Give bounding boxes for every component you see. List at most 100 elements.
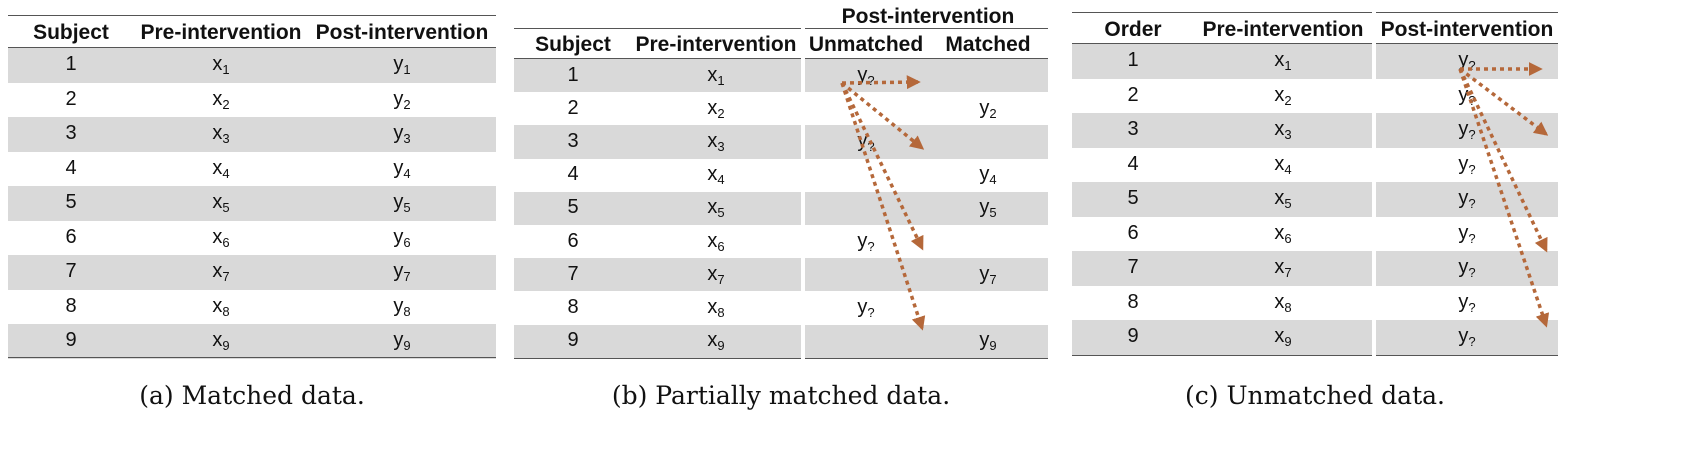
panel-c-header-3: Post-intervention — [1380, 18, 1554, 41]
panel-a-pre-base: x — [212, 225, 223, 248]
panel-a-post-subscript: 5 — [403, 200, 411, 216]
panel-a-pre-subscript: 7 — [222, 269, 230, 285]
panel-a-pre: x1 — [191, 54, 251, 76]
panel-b-unmatched: y? — [836, 297, 896, 319]
panel-b-top-rule — [514, 28, 801, 29]
panel-b-pre: x2 — [686, 98, 746, 120]
panel-a-pre-base: x — [212, 122, 223, 145]
panel-a-subject: 9 — [65, 329, 77, 352]
panel-b-matched: y5 — [958, 197, 1018, 219]
panel-a-subject: 7 — [65, 260, 77, 283]
panel-a-post-subscript: 1 — [403, 62, 411, 78]
panel-b-row-band-right — [805, 324, 1048, 358]
panel-b-pre-subscript: 8 — [717, 305, 725, 320]
panel-b-pre-subscript: 6 — [717, 238, 725, 254]
panel-a-post-base: y — [393, 225, 404, 248]
panel-a-row-band — [8, 324, 496, 359]
panel-a-pre: x2 — [191, 89, 251, 111]
panel-a-bottom-rule — [8, 357, 496, 358]
panel-c-post: y? — [1437, 326, 1497, 348]
panel-a-pre: x3 — [191, 123, 251, 145]
panel-b-matched-subscript: 2 — [989, 105, 997, 121]
panel-a-pre: x6 — [191, 227, 251, 249]
panel-c-header-2: Pre-intervention — [1202, 18, 1364, 41]
panel-b-subject: 8 — [567, 296, 579, 318]
panel-a-pre-subscript: 6 — [222, 234, 230, 250]
panel-c-caption: (c) Unmatched data. — [1185, 381, 1445, 410]
panel-c-pre: x9 — [1253, 326, 1313, 348]
panel-b-pre-base: x — [707, 63, 718, 86]
panel-a-post-base: y — [393, 329, 404, 352]
panel-c-order: 6 — [1127, 221, 1139, 244]
panel-a-post-base: y — [393, 191, 404, 214]
panel-a-row-band — [8, 117, 496, 152]
panel-a-header-rule — [8, 47, 496, 48]
panel-b-header-3: Unmatched — [808, 33, 924, 56]
panel-c-bottom-rule-right — [1376, 355, 1558, 356]
panel-c-order: 3 — [1127, 118, 1139, 141]
panel-b-matched-base: y — [979, 196, 990, 219]
panel-a-post: y8 — [372, 296, 432, 318]
panel-c-pre-subscript: 3 — [1284, 127, 1292, 143]
panel-a-row-band — [8, 48, 496, 83]
panel-b-unmatched-subscript: ? — [867, 72, 875, 88]
panel-a-pre: x4 — [191, 158, 251, 180]
panel-c-post-base: y — [1458, 118, 1469, 141]
panel-c-pre-base: x — [1274, 187, 1285, 210]
panel-a-pre-subscript: 2 — [222, 96, 230, 112]
panel-b-matched-subscript: 5 — [989, 205, 997, 221]
panel-c-post-base: y — [1458, 152, 1469, 175]
panel-c-pre: x7 — [1253, 257, 1313, 279]
panel-b-caption: (b) Partially matched data. — [611, 381, 951, 410]
panel-b-header-4: Matched — [945, 33, 1031, 56]
panel-a-pre-subscript: 4 — [222, 165, 230, 181]
panel-a-subject: 6 — [65, 225, 77, 248]
panel-c-pre-subscript: 2 — [1284, 92, 1292, 108]
panel-a-header-1: Subject — [33, 21, 109, 44]
panel-b-row-band-left — [514, 125, 801, 159]
panel-b-subject: 7 — [567, 262, 579, 285]
panel-a-post: y4 — [372, 158, 432, 180]
panel-a-pre-subscript: 5 — [222, 200, 230, 216]
panel-b-subject: 5 — [567, 196, 579, 219]
panel-a-post: y6 — [372, 227, 432, 249]
panel-c-order: 4 — [1127, 152, 1139, 175]
panel-c-row-band-left — [1072, 320, 1372, 355]
panel-c-pre-base: x — [1274, 83, 1285, 106]
panel-a-subject: 1 — [65, 53, 77, 76]
panel-a-post: y3 — [372, 123, 432, 145]
panel-b-matched-base: y — [979, 329, 990, 352]
panel-c-pre-base: x — [1274, 221, 1285, 244]
panel-c-order: 5 — [1127, 187, 1139, 210]
panel-b-unmatched-subscript: ? — [867, 305, 875, 320]
panel-b-bottom-rule-left — [514, 358, 801, 359]
panel-b-row-band-left — [514, 59, 801, 93]
panel-a-post-subscript: 2 — [403, 96, 411, 112]
panel-a-pre-base: x — [212, 87, 223, 110]
panel-b-pre-base: x — [707, 262, 718, 285]
panel-b-subject: 9 — [567, 329, 579, 352]
panel-b-row-band-left — [514, 324, 801, 358]
panel-b-header-1: Subject — [535, 33, 611, 56]
panel-c-top-rule-right — [1376, 12, 1558, 13]
panel-c-pre-subscript: 7 — [1284, 265, 1292, 281]
panel-c-pre-subscript: 5 — [1284, 196, 1292, 212]
panel-a-post-base: y — [393, 294, 404, 317]
panel-a-post-base: y — [393, 53, 404, 76]
panel-b-pre-base: x — [707, 96, 718, 119]
panel-b-pre-subscript: 7 — [717, 271, 725, 287]
panel-b-matched-subscript: 9 — [989, 338, 997, 354]
panel-c-post-subscript: ? — [1468, 92, 1476, 108]
panel-c-post-subscript: ? — [1468, 334, 1476, 350]
panel-a-subject: 2 — [65, 87, 77, 110]
panel-b-pre-base: x — [707, 196, 718, 219]
panel-a-subject: 4 — [65, 156, 77, 179]
panel-b-unmatched: y? — [836, 131, 896, 153]
panel-b-matched: y7 — [958, 264, 1018, 286]
panel-c-header-rule-right — [1376, 43, 1558, 44]
panel-c-row-band-left — [1072, 182, 1372, 217]
panel-b-header-rule-left — [514, 58, 801, 59]
panel-c-post-base: y — [1458, 325, 1469, 348]
panel-a-pre-base: x — [212, 53, 223, 76]
panel-a-pre: x8 — [191, 296, 251, 318]
